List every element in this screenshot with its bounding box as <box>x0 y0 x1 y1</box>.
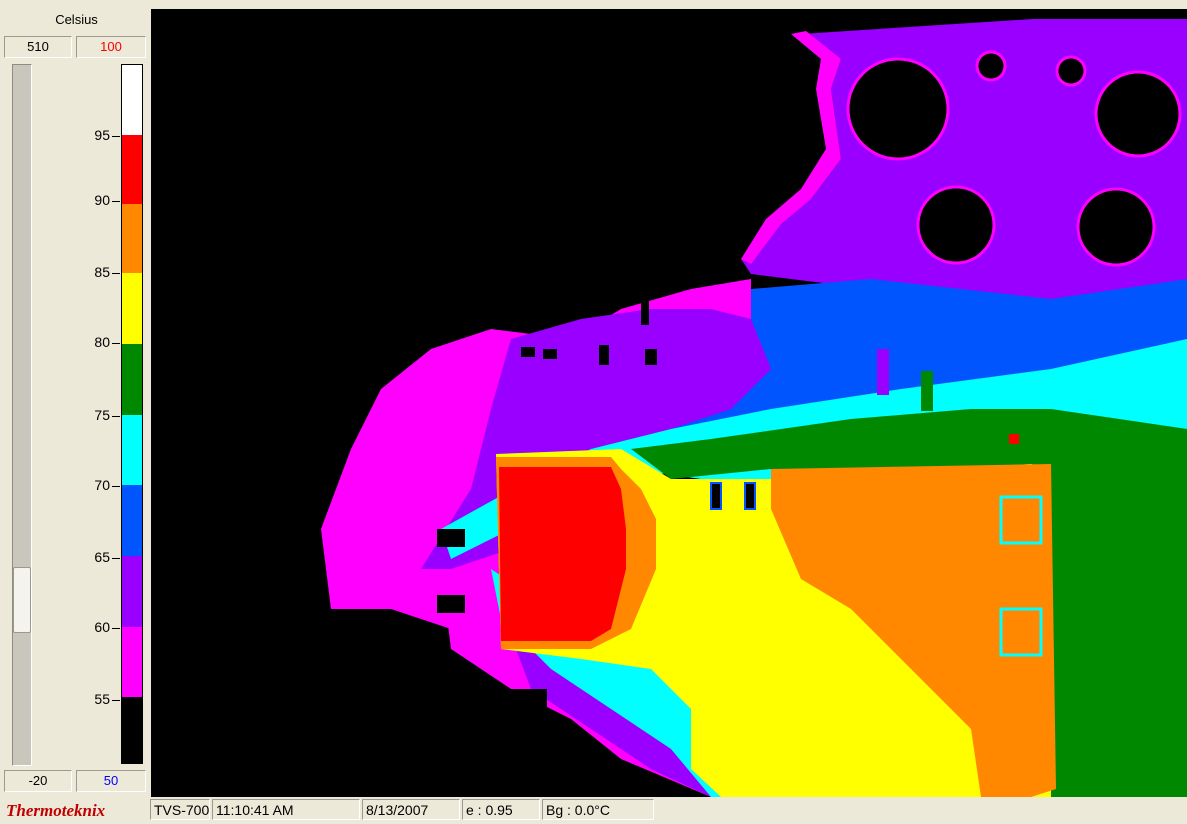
palette-band <box>122 344 142 415</box>
component <box>437 595 465 613</box>
scale-tick: 60 <box>72 619 120 635</box>
limit-max-value: 100 <box>100 39 122 54</box>
component <box>599 345 609 365</box>
range-min-value: -20 <box>28 773 48 788</box>
range-max-field[interactable]: 510 <box>4 36 72 58</box>
palette-band <box>122 204 142 273</box>
component <box>710 482 722 510</box>
scale-tick: 70 <box>72 477 120 493</box>
scale-tick: 75 <box>72 407 120 423</box>
limit-max-field[interactable]: 100 <box>76 36 146 58</box>
scale-tick: 80 <box>72 334 120 350</box>
temperature-scale-panel: Celsius 510 100 95 90 85 80 75 70 65 60 … <box>0 0 151 797</box>
bracket-hole <box>1076 187 1156 267</box>
bracket-hole <box>1094 70 1182 158</box>
level-slider-thumb[interactable] <box>13 567 31 633</box>
camera-model: TVS-700 <box>150 799 210 820</box>
component <box>645 349 657 365</box>
palette-band <box>122 135 142 204</box>
scale-tick: 90 <box>72 192 120 208</box>
emissivity: e : 0.95 <box>462 799 540 820</box>
hot-chip <box>499 467 626 641</box>
orange-region <box>771 464 1056 797</box>
palette-band <box>122 485 142 556</box>
component <box>1009 434 1019 444</box>
level-slider-track[interactable] <box>12 64 32 766</box>
component <box>999 495 1043 545</box>
limit-min-value: 50 <box>103 773 119 788</box>
color-palette-bar <box>121 64 143 764</box>
bracket-hole <box>846 57 950 161</box>
palette-band <box>122 627 142 697</box>
limit-min-field[interactable]: 50 <box>76 770 146 792</box>
component <box>661 253 673 267</box>
capture-time: 11:10:41 AM <box>212 799 360 820</box>
color-palette-svg <box>122 65 142 763</box>
component <box>469 689 547 711</box>
component <box>999 607 1043 657</box>
palette-band <box>122 273 142 344</box>
bracket-hole <box>1055 55 1087 87</box>
component <box>543 349 557 359</box>
brand-logo: Thermoteknix <box>6 801 106 820</box>
status-bar: Thermoteknix TVS-700 11:10:41 AM 8/13/20… <box>0 797 1187 824</box>
thermal-image-svg <box>321 9 1187 797</box>
component <box>521 347 535 357</box>
component <box>744 482 756 510</box>
palette-band <box>122 65 142 135</box>
bracket-hole <box>975 50 1007 82</box>
capture-date: 8/13/2007 <box>362 799 460 820</box>
bracket-edge <box>741 31 841 264</box>
component <box>699 261 709 279</box>
palette-band <box>122 697 142 763</box>
thermal-image[interactable] <box>151 9 1187 797</box>
scale-tick: 65 <box>72 549 120 565</box>
scale-tick: 85 <box>72 264 120 280</box>
background-temperature: Bg : 0.0°C <box>542 799 654 820</box>
range-min-field[interactable]: -20 <box>4 770 72 792</box>
component <box>921 371 933 411</box>
component <box>641 299 649 325</box>
bracket-hole <box>916 185 996 265</box>
scale-ticks: 95 90 85 80 75 70 65 60 55 <box>60 64 120 764</box>
scale-tick: 55 <box>72 691 120 707</box>
component <box>437 529 465 547</box>
bracket-notch <box>1031 9 1187 19</box>
palette-band <box>122 415 142 485</box>
palette-band <box>122 556 142 627</box>
unit-label: Celsius <box>55 12 98 27</box>
component <box>877 349 889 395</box>
bottom-purple-region <box>501 609 911 797</box>
range-max-value: 510 <box>27 39 49 54</box>
scale-tick: 95 <box>72 127 120 143</box>
component <box>621 249 633 263</box>
